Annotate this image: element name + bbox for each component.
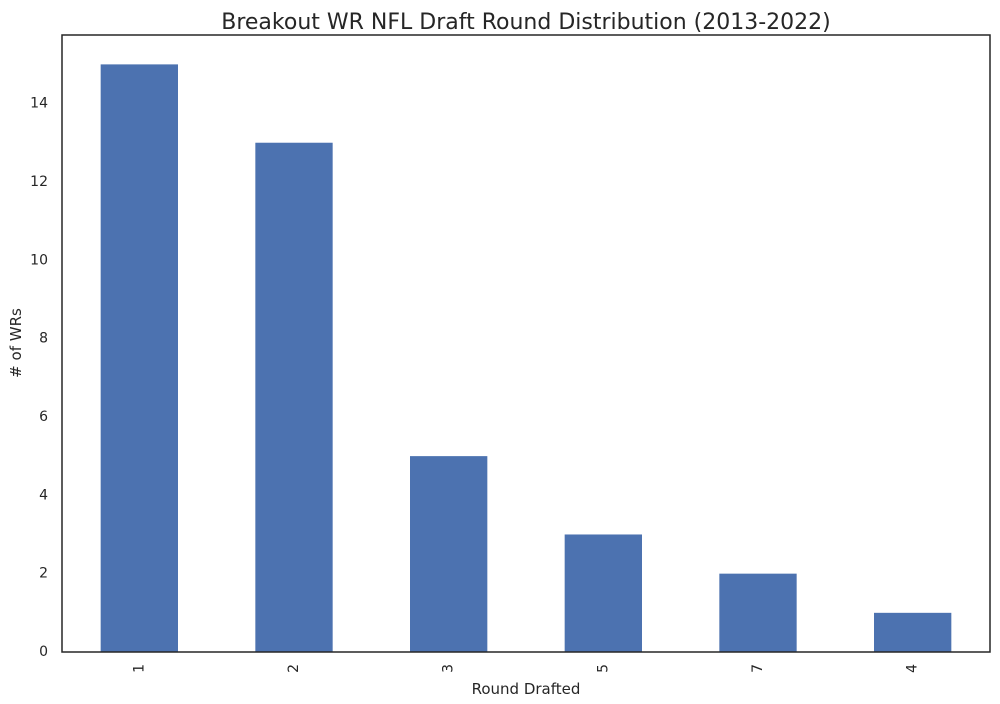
x-tick-label: 2 (286, 664, 302, 673)
x-tick-label: 1 (131, 664, 147, 673)
bars-group (100, 64, 952, 652)
x-tick-label: 5 (595, 664, 611, 673)
bar-round-5 (564, 534, 642, 652)
y-tick-label: 6 (39, 409, 48, 425)
y-tick-label: 4 (39, 487, 48, 503)
bar-round-1 (100, 64, 178, 652)
y-tick-label: 12 (30, 174, 48, 190)
y-tick-label: 2 (39, 566, 48, 582)
x-tick-label: 3 (441, 664, 457, 673)
chart-title: Breakout WR NFL Draft Round Distribution… (221, 10, 831, 35)
y-tick-label: 0 (39, 644, 48, 660)
bar-round-7 (719, 573, 797, 652)
y-tick-label: 14 (30, 96, 48, 112)
y-axis-ticks: 0 2 4 6 8 10 12 14 (30, 96, 48, 660)
bar-round-3 (410, 456, 488, 652)
bar-round-2 (255, 142, 333, 652)
x-axis-label: Round Drafted (472, 680, 581, 698)
y-axis-label: # of WRs (7, 308, 25, 378)
plot-frame (61, 34, 991, 653)
y-tick-label: 8 (39, 331, 48, 347)
bar-round-4 (874, 612, 952, 652)
x-tick-label: 7 (750, 664, 766, 673)
x-axis-ticks: 1 2 3 5 7 4 (131, 664, 920, 673)
x-tick-label: 4 (905, 664, 921, 673)
y-tick-label: 10 (30, 252, 48, 268)
